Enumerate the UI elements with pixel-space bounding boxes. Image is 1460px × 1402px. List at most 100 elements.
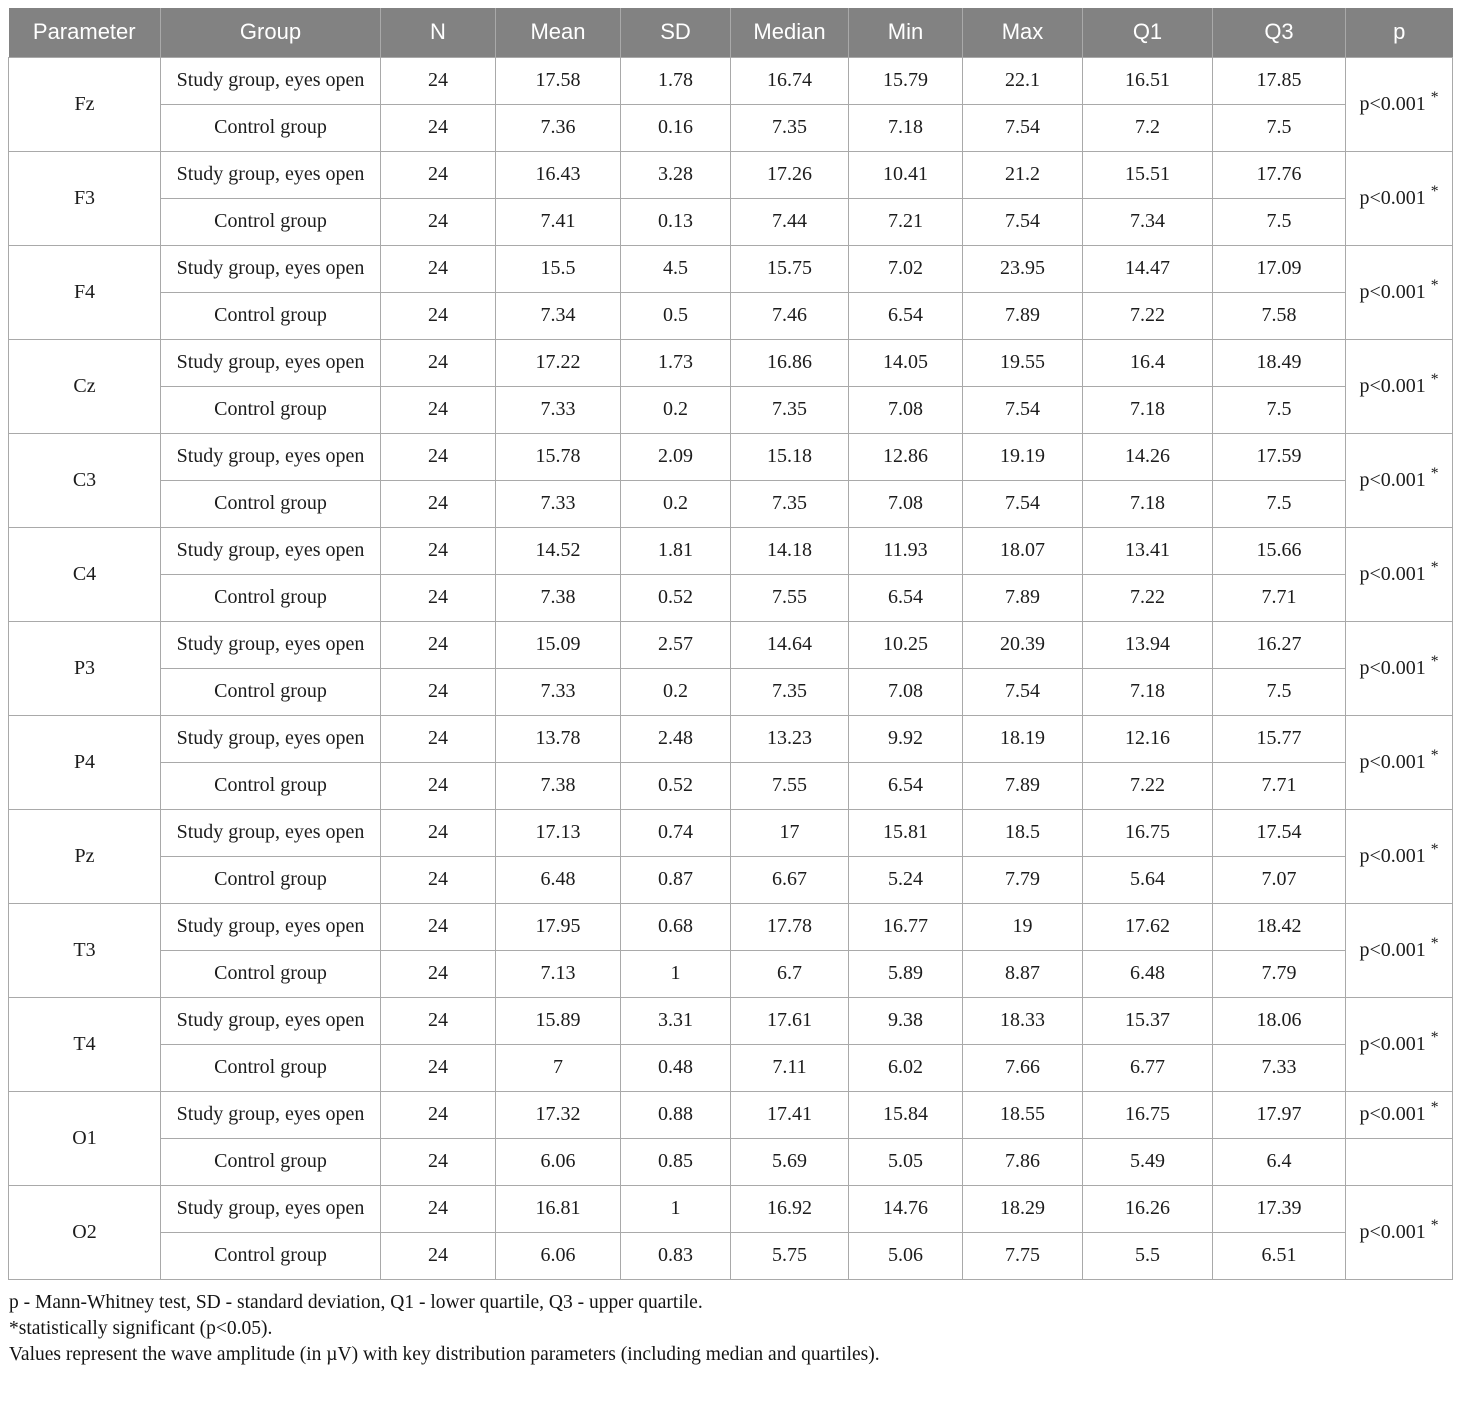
group-cell: Study group, eyes open [160,620,381,669]
n-cell: 24 [380,949,496,998]
group-cell: Control group [160,1137,381,1186]
n-cell: 24 [380,432,496,481]
n-cell: 24 [380,1184,496,1233]
table-row: F4 Study group, eyes open 24 15.5 4.5 15.75 7.… [8,244,1453,340]
median-cell: 17 [730,808,849,857]
q1-cell: 13.94 [1082,620,1213,669]
q3-cell: 15.66 [1212,526,1346,575]
n-cell: 24 [380,902,496,951]
max-cell: 18.07 [962,526,1083,575]
mean-cell: 17.32 [495,1090,621,1139]
n-cell: 24 [380,573,496,622]
sd-cell: 1.81 [620,526,731,575]
q1-cell: 14.26 [1082,432,1213,481]
q1-cell: 15.51 [1082,150,1213,199]
min-cell: 14.76 [848,1184,963,1233]
group-cell: Study group, eyes open [160,1184,381,1233]
median-cell: 7.55 [730,761,849,810]
mean-cell: 7.41 [495,197,621,246]
table-row: Control group 24 7.13 1 6.7 5.89 8.87 6.48 7.79 [9,949,1453,998]
min-cell: 5.05 [848,1137,963,1186]
q1-cell: 7.18 [1082,385,1213,434]
table-row: Control group 24 7.33 0.2 7.35 7.08 7.54 7.18 7.… [9,479,1453,528]
q1-cell: 7.22 [1082,761,1213,810]
median-cell: 7.35 [730,667,849,716]
column-header-min: Min [848,8,963,58]
table-row: T3 Study group, eyes open 24 17.95 0.68 17.78… [8,902,1453,998]
max-cell: 7.54 [962,479,1083,528]
median-cell: 7.35 [730,479,849,528]
group-cell: Study group, eyes open [160,808,381,857]
min-cell: 7.08 [848,385,963,434]
table-row: T4 Study group, eyes open 24 15.89 3.31 17.61… [8,996,1453,1092]
q3-cell: 17.39 [1212,1184,1346,1233]
p-value-cell: p<0.001 * [1345,996,1453,1092]
q3-cell: 7.5 [1212,103,1346,152]
n-cell: 24 [380,620,496,669]
q1-cell: 16.75 [1082,808,1213,857]
p-value-cell: p<0.001 * [1345,808,1453,904]
group-cell: Study group, eyes open [160,526,381,575]
q3-cell: 18.06 [1212,996,1346,1045]
min-cell: 7.08 [848,667,963,716]
q3-cell: 7.5 [1212,197,1346,246]
group-cell: Control group [160,855,381,904]
max-cell: 18.29 [962,1184,1083,1233]
min-cell: 15.84 [848,1090,963,1139]
table-row: O2 Study group, eyes open 24 16.81 1 16.92 14.… [8,1184,1453,1280]
q3-cell: 7.71 [1212,573,1346,622]
min-cell: 7.02 [848,244,963,293]
parameter-cell: O1 [8,1090,161,1186]
max-cell: 18.5 [962,808,1083,857]
mean-cell: 6.48 [495,855,621,904]
q1-cell: 7.18 [1082,479,1213,528]
max-cell: 7.86 [962,1137,1083,1186]
group-cell: Control group [160,573,381,622]
median-cell: 7.35 [730,385,849,434]
min-cell: 7.18 [848,103,963,152]
median-cell: 5.75 [730,1231,849,1280]
group-cell: Study group, eyes open [160,244,381,293]
mean-cell: 7.33 [495,667,621,716]
column-header-mean: Mean [495,8,621,58]
median-cell: 6.7 [730,949,849,998]
p-value-cell-empty [1345,1137,1453,1186]
q1-cell: 7.18 [1082,667,1213,716]
q3-cell: 7.71 [1212,761,1346,810]
p-value-cell: p<0.001 * [1345,150,1453,246]
median-cell: 14.64 [730,620,849,669]
column-header-n: N [380,8,496,58]
median-cell: 7.55 [730,573,849,622]
table-row: Control group 24 7.33 0.2 7.35 7.08 7.54 7.18 7.… [9,385,1453,434]
n-cell: 24 [380,150,496,199]
parameter-cell: T4 [8,996,161,1092]
n-cell: 24 [380,197,496,246]
statistics-table-page: Parameter Group N Mean SD Median Min Max Q1 Q3 p F… [8,8,1453,1365]
max-cell: 19.55 [962,338,1083,387]
median-cell: 17.78 [730,902,849,951]
table-row: Control group 24 7.41 0.13 7.44 7.21 7.54 7.34 7… [9,197,1453,246]
mean-cell: 17.58 [495,56,621,105]
max-cell: 18.33 [962,996,1083,1045]
footnote-significance: *statistically significant (p<0.05). [9,1317,273,1339]
mean-cell: 7.38 [495,761,621,810]
q3-cell: 16.27 [1212,620,1346,669]
p-value-cell: p<0.001 * [1345,432,1453,528]
median-cell: 14.18 [730,526,849,575]
max-cell: 20.39 [962,620,1083,669]
max-cell: 23.95 [962,244,1083,293]
sd-cell: 0.85 [620,1137,731,1186]
footnote-abbreviations: p - Mann-Whitney test, SD - standard dev… [9,1291,703,1313]
q3-cell: 17.85 [1212,56,1346,105]
median-cell: 15.18 [730,432,849,481]
max-cell: 7.54 [962,667,1083,716]
table-row: Control group 24 7.38 0.52 7.55 6.54 7.89 7.22 7… [9,573,1453,622]
p-value-cell: p<0.001 * [1345,526,1453,622]
mean-cell: 7 [495,1043,621,1092]
sd-cell: 2.57 [620,620,731,669]
mean-cell: 7.36 [495,103,621,152]
max-cell: 7.89 [962,291,1083,340]
q3-cell: 7.58 [1212,291,1346,340]
max-cell: 18.55 [962,1090,1083,1139]
table-header-row: Parameter Group N Mean SD Median Min Max Q1 Q3 p [8,8,1453,58]
